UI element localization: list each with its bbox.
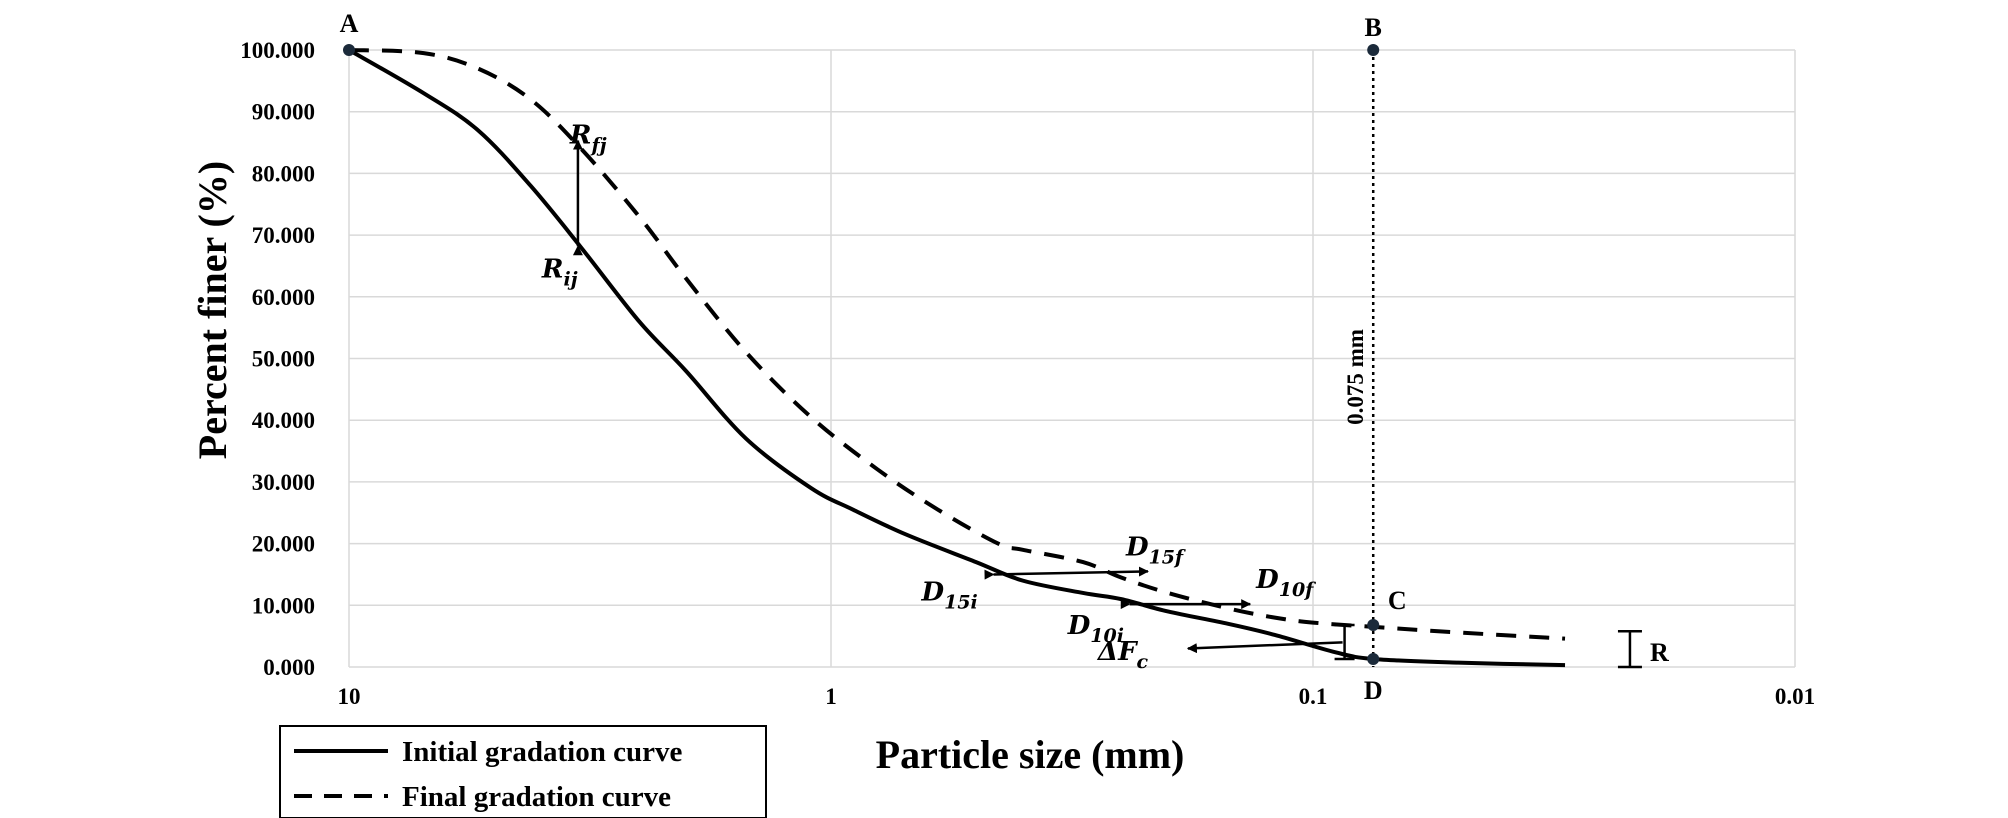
x-tick-label: 0.1	[1299, 684, 1328, 709]
point-label-b: B	[1365, 13, 1382, 42]
point-label-d: D	[1364, 676, 1383, 705]
point-a	[343, 44, 355, 56]
data-points: A B C D	[340, 9, 1407, 705]
y-tick-label: 90.000	[252, 100, 315, 125]
y-tick-label: 30.000	[252, 470, 315, 495]
y-tick-label: 100.000	[240, 38, 315, 63]
annotation-d10f: D10f	[1255, 565, 1316, 601]
arrow-d15	[984, 566, 1149, 580]
y-tick-label: 50.000	[252, 347, 315, 372]
series-lines	[347, 48, 1566, 668]
legend-box	[279, 725, 767, 818]
y-tick-label: 10.000	[252, 593, 315, 618]
y-tick-label: 70.000	[252, 223, 315, 248]
x-axis-title: Particle size (mm)	[876, 732, 1185, 777]
point-b	[1367, 44, 1380, 56]
point-c	[1367, 619, 1380, 632]
legend: Initial gradation curve Final gradation …	[279, 725, 767, 818]
annotation-rfj: Rfj	[569, 121, 607, 157]
point-d	[1367, 652, 1380, 665]
x-tick-label: 0.01	[1775, 684, 1815, 709]
point-label-a: A	[340, 9, 359, 38]
annotation-r: R	[1650, 638, 1669, 667]
reference-line: 0.075 mm	[1343, 50, 1375, 667]
y-tick-label: 80.000	[252, 161, 315, 186]
legend-label-initial: Initial gradation curve	[402, 736, 682, 768]
y-axis-ticks: 0.000 10.000 20.000 30.000 40.000 50.000 60.00…	[240, 38, 315, 680]
legend-label-final: Final gradation curve	[402, 781, 671, 813]
annotation-rij: Rij	[541, 254, 578, 290]
y-tick-label: 40.000	[252, 408, 315, 433]
x-axis-ticks: 10 1 0.1 0.01	[338, 684, 1816, 709]
y-tick-label: 0.000	[263, 655, 315, 680]
reference-line-label: 0.075 mm	[1343, 329, 1368, 425]
annotation-d15i: D15i	[921, 577, 978, 613]
annotations: Rfj Rij D15i D15f D10i D10f ΔFc R	[541, 121, 1669, 673]
point-label-c: C	[1388, 586, 1407, 615]
series-final-line	[348, 48, 1566, 641]
y-tick-label: 60.000	[252, 285, 315, 310]
y-tick-label: 20.000	[252, 532, 315, 557]
annotation-d15f: D15f	[1125, 532, 1186, 568]
x-tick-label: 1	[825, 684, 837, 709]
y-axis-title: Percent finer (%)	[190, 161, 235, 459]
x-tick-label: 10	[338, 684, 361, 709]
grid-lines	[348, 49, 1796, 668]
annotation-dfc: ΔFc	[1096, 637, 1149, 673]
annotation-d10i: D10i	[1067, 611, 1124, 647]
arrow-dfc	[1186, 641, 1343, 654]
series-initial-line	[347, 48, 1566, 668]
